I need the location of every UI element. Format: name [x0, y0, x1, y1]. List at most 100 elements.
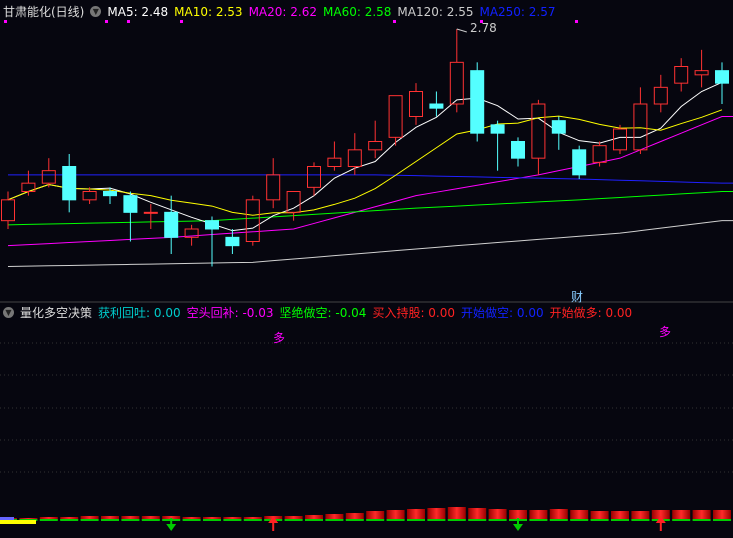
stock-title: 甘肃能化(日线): [3, 5, 85, 19]
indicator-bar-base: [407, 519, 425, 521]
indicator-bar-base: [488, 519, 507, 521]
ma-line-ma10: [7, 109, 723, 216]
candle-body: [164, 211, 179, 238]
indicator-bar-base: [447, 519, 466, 521]
ma250-label: MA250: 2.57: [479, 4, 556, 19]
indicator-bar-base: [182, 519, 201, 521]
main-legend: 甘肃能化(日线) ▼ MA5: 2.48 MA10: 2.53 MA20: 2.…: [3, 3, 556, 20]
indicator-bar: [366, 511, 385, 520]
indicator-bar: [570, 510, 589, 520]
candle-body: [470, 70, 485, 134]
indicator-bar-base: [39, 519, 58, 521]
indicator-bar: [325, 514, 344, 520]
candle-body: [184, 228, 199, 238]
candle-body: [490, 124, 505, 134]
indicator-value: 开始做多: 0.00: [549, 306, 633, 320]
indicator-bar: [203, 517, 221, 520]
sell-arrow-icon: [513, 524, 523, 531]
ma-line-ma120: [7, 220, 733, 267]
candle-body: [409, 91, 423, 117]
marker-dot: [4, 20, 7, 23]
indicator-bar-base: [631, 519, 650, 521]
candle-body: [613, 128, 627, 151]
candle-body: [103, 191, 117, 197]
indicator-bar-base: [672, 519, 691, 521]
candle-body: [694, 70, 709, 76]
indicator-value: 空头回补: -0.03: [186, 306, 274, 320]
dropdown-icon[interactable]: ▼: [3, 307, 14, 318]
indicator-bar-base: [427, 519, 446, 521]
indicator-bar-base: [345, 519, 364, 521]
finance-event-marker[interactable]: 财: [571, 290, 584, 304]
candle-body: [551, 120, 566, 134]
candle-body: [449, 61, 464, 105]
indicator-bar-base: [549, 519, 568, 521]
indicator-bar-base: [692, 519, 711, 521]
candle-body: [388, 95, 403, 138]
marker-dot: [480, 20, 483, 23]
candle-body: [531, 103, 546, 159]
indicator-value: 开始做空: 0.00: [461, 306, 544, 320]
bull-signal-label: 多: [659, 325, 672, 339]
indicator-bar: [284, 516, 303, 520]
indicator-bar: [611, 511, 629, 520]
indicator-bar: [631, 511, 650, 520]
indicator-bar-base: [570, 519, 589, 521]
dropdown-icon[interactable]: ▼: [90, 6, 102, 17]
marker-dot: [180, 20, 183, 23]
indicator-bar: [447, 507, 466, 520]
indicator-bar: [60, 517, 79, 520]
candle-body: [205, 220, 219, 230]
candle-body: [347, 149, 362, 167]
candle-body: [266, 174, 281, 201]
indicator-bar: [121, 516, 140, 520]
candle-body: [674, 66, 689, 84]
ma10-label: MA10: 2.53: [174, 4, 243, 19]
candle-body: [143, 211, 158, 214]
indicator-blue-bar: [0, 517, 14, 520]
candle-body: [62, 166, 77, 201]
indicator-legend: ▼ 量化多空决策 获利回吐: 0.00 空头回补: -0.03 坚绝做空: -0…: [3, 304, 632, 321]
marker-dot: [393, 20, 396, 23]
bull-signal-label: 多: [273, 331, 286, 345]
ma-line-ma5: [7, 81, 723, 232]
candle-body: [41, 170, 56, 184]
candle-body: [368, 141, 383, 151]
indicator-bar: [305, 515, 323, 520]
indicator-bar: [39, 517, 58, 520]
indicator-bar-base: [121, 519, 140, 521]
ma-line-ma20: [7, 116, 733, 247]
candle-body: [633, 103, 648, 151]
ma-line-ma250: [8, 174, 733, 184]
high-pointer: [456, 28, 467, 33]
marker-dot: [575, 20, 578, 23]
indicator-bar-base: [284, 519, 303, 521]
indicator-bar: [101, 516, 119, 520]
indicator-bar-base: [366, 519, 385, 521]
candle-body: [286, 191, 301, 213]
ma60-label: MA60: 2.58: [323, 4, 392, 19]
candle-body: [511, 141, 525, 159]
indicator-bar-base: [590, 519, 609, 521]
indicator-value: 坚绝做空: -0.04: [279, 306, 367, 320]
high-price-marker: 2.78: [470, 21, 497, 35]
candle-body: [592, 145, 607, 163]
candle-body: [123, 195, 138, 213]
candle-body: [82, 191, 97, 201]
candle-body: [429, 103, 444, 109]
sell-arrow-icon: [166, 524, 177, 531]
indicator-bar-base: [80, 519, 99, 521]
indicator-title: 量化多空决策: [20, 306, 93, 320]
indicator-bar-base: [305, 519, 323, 521]
indicator-bar-base: [60, 519, 79, 521]
buy-arrow-icon: [655, 516, 666, 523]
indicator-bar: [651, 510, 670, 520]
indicator-bar: [182, 517, 201, 520]
indicator-bar-base: [325, 519, 344, 521]
indicator-bar: [672, 510, 691, 520]
indicator-bar: [529, 510, 548, 520]
ma5-label: MA5: 2.48: [107, 4, 169, 19]
indicator-bar: [427, 508, 446, 520]
